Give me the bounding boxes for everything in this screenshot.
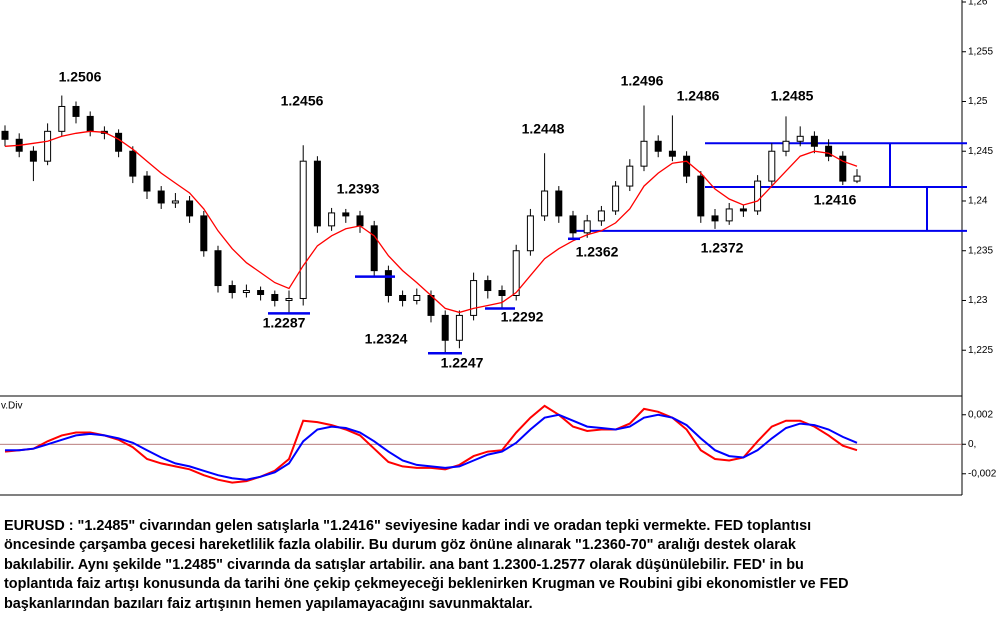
candle-body (683, 155, 691, 177)
y2-tick-label: 0, (968, 439, 976, 450)
price-annotation: 1.2506 (59, 69, 102, 85)
y-tick-label: 1,255 (968, 46, 993, 57)
price-annotation: 1.2416 (814, 192, 857, 208)
candle-body (768, 150, 776, 182)
candle-body (342, 212, 350, 217)
price-annotation: 1.2496 (621, 73, 664, 89)
price-annotation: 1.2372 (701, 240, 744, 256)
indicator-label: v.Div (1, 401, 22, 412)
y-tick-label: 1,24 (968, 196, 988, 207)
commentary-line: öncesinde çarşamba gecesi hareketlilik f… (4, 537, 796, 554)
candle-body (782, 140, 790, 152)
indicator-line (5, 413, 858, 481)
candle-body (399, 295, 407, 301)
y-tick-label: 1,225 (968, 345, 993, 356)
price-annotation: 1.2324 (365, 331, 408, 347)
commentary-line: bakılabilir. Aynı şekilde "1.2485" civar… (4, 556, 804, 573)
y-tick-label: 1,23 (968, 295, 988, 306)
candle-body (242, 290, 250, 294)
indicator-line (4, 404, 858, 484)
y-tick-label: 1,25 (968, 96, 988, 107)
candle-body (796, 135, 804, 142)
candle-body (285, 297, 293, 301)
candle-body (512, 250, 520, 297)
price-annotation: 1.2456 (281, 93, 324, 109)
candle-body (186, 200, 194, 217)
candle-body (640, 140, 648, 167)
commentary-line: başkanlarından bazıları faiz artışının h… (4, 595, 533, 612)
commentary-line: EURUSD : "1.2485" civarından gelen satış… (4, 518, 812, 534)
candle-body (328, 212, 336, 227)
candle-body (384, 270, 392, 297)
candle-body (810, 135, 818, 147)
moving-average (4, 130, 858, 314)
candle-body (441, 314, 449, 341)
price-annotation: 1.2448 (522, 121, 565, 137)
candle-body (484, 280, 492, 292)
candle-body (526, 215, 534, 252)
candle-body (541, 190, 549, 217)
candle-body (271, 294, 279, 301)
candle-body (583, 220, 591, 234)
candle-body (171, 200, 179, 204)
candle-body (72, 105, 80, 117)
candle-body (470, 280, 478, 316)
candle-body (853, 175, 861, 182)
y2-tick-label: -0,002 (968, 468, 997, 479)
candle-body (654, 140, 662, 152)
candle-body (44, 130, 52, 162)
y-tick-label: 1,26 (968, 0, 988, 8)
candle-body (299, 160, 307, 299)
candle-body (129, 150, 137, 177)
candle-body (754, 180, 762, 212)
price-annotation: 1.2393 (337, 181, 380, 197)
candle-body (228, 285, 236, 294)
price-annotation: 1.2486 (677, 88, 720, 104)
candle-body (725, 208, 733, 222)
candle-body (626, 165, 634, 187)
candle-body (313, 160, 321, 227)
candle-body (555, 190, 563, 217)
candle-body (739, 208, 747, 212)
candle-body (157, 190, 165, 204)
price-annotation: 1.2362 (576, 244, 619, 260)
commentary: EURUSD : "1.2485" civarından gelen satış… (4, 517, 998, 614)
candle-body (498, 290, 506, 297)
chart: v.Div 1,225 1,23 1,235 1,24 1,245 1,25 1,255 1,… (0, 0, 997, 496)
candle-body (58, 105, 66, 132)
candle-body (143, 175, 151, 192)
candle-body (29, 150, 37, 162)
candle-body (612, 185, 620, 212)
candle-body (839, 155, 847, 182)
candle-body (711, 215, 719, 222)
y2-tick-label: 0,002 (968, 409, 993, 420)
price-annotation: 1.2287 (263, 315, 306, 331)
candle-body (115, 132, 123, 152)
candle-body (257, 290, 265, 296)
candle-body (214, 250, 222, 287)
y-tick-label: 1,245 (968, 146, 993, 157)
price-annotation: 1.2292 (501, 309, 544, 325)
candle-body (370, 225, 378, 272)
y-tick-label: 1,235 (968, 245, 993, 256)
candle-body (356, 215, 364, 227)
candle-body (668, 150, 676, 157)
price-annotation: 1.2485 (771, 88, 814, 104)
candle-body (597, 210, 605, 222)
candle-body (86, 115, 94, 132)
candle-body (455, 314, 463, 341)
commentary-line: toplantıda faiz artışı konusunda da tari… (4, 576, 849, 593)
candle-body (1, 130, 9, 140)
candle-body (413, 295, 421, 301)
candle-body (427, 295, 435, 316)
price-annotation: 1.2247 (441, 355, 484, 371)
candle-body (697, 175, 705, 217)
candle-body (200, 215, 208, 252)
candle-body (825, 145, 833, 157)
candle-body (569, 215, 577, 234)
